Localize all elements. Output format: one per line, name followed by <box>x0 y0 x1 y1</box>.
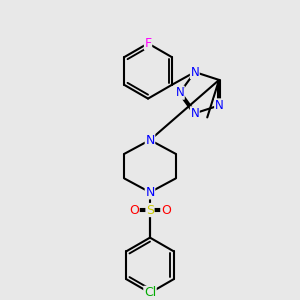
Text: Cl: Cl <box>144 286 156 299</box>
Text: N: N <box>190 107 199 120</box>
Text: N: N <box>145 134 155 146</box>
Text: F: F <box>145 37 152 50</box>
Text: N: N <box>176 86 184 99</box>
Text: N: N <box>190 66 199 79</box>
Text: O: O <box>161 203 171 217</box>
Text: S: S <box>146 203 154 217</box>
Text: N: N <box>215 99 224 112</box>
Text: O: O <box>129 203 139 217</box>
Text: N: N <box>145 186 155 199</box>
